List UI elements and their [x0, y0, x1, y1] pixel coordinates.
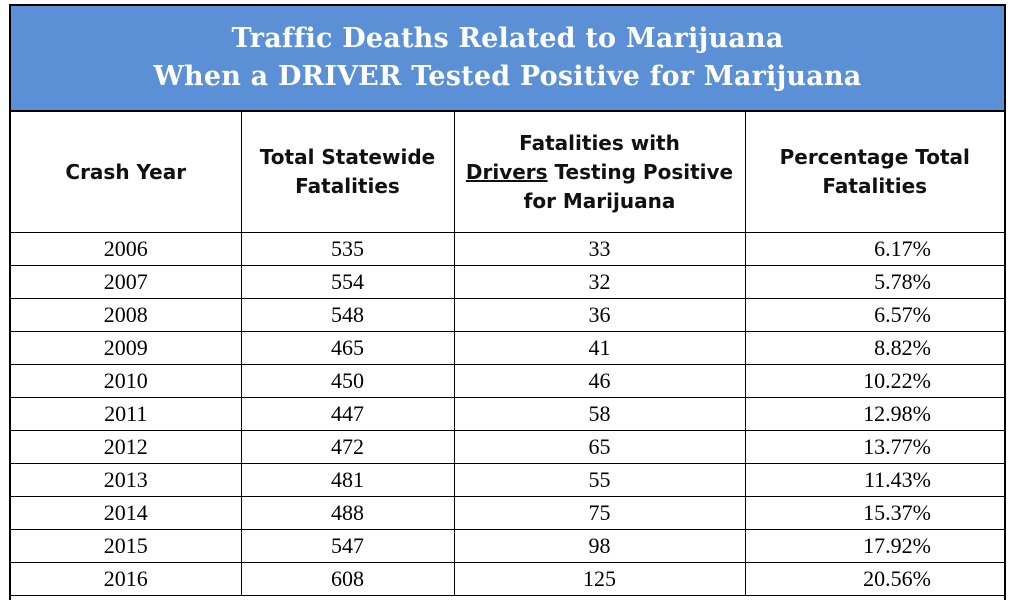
cell-year: 2008: [11, 298, 242, 332]
cell-positive: 41: [454, 331, 746, 365]
cell-positive: 125: [454, 562, 746, 596]
cell-year: 2009: [11, 331, 242, 365]
cell-positive: 98: [454, 529, 746, 563]
header-total-fatalities-line-1: Total Statewide: [259, 145, 436, 169]
cell-total: 465: [241, 331, 455, 365]
table-row: 2011 447 58 12.98%: [11, 397, 1004, 431]
table-frame: Traffic Deaths Related to Marijuana When…: [9, 4, 1006, 600]
cell-total: 450: [241, 364, 455, 398]
cell-positive: 33: [454, 232, 746, 266]
header-positive-line-1: Fatalities with: [519, 130, 680, 155]
table-row: 2015 547 98 17.92%: [11, 529, 1004, 563]
cell-percentage: 11.43%: [745, 463, 1004, 497]
cell-positive: 32: [454, 265, 746, 299]
cell-total: 535: [241, 232, 455, 266]
cell-year: 2015: [11, 529, 242, 563]
header-percentage: Percentage Total Fatalities: [745, 112, 1004, 233]
table-row: 2006 535 33 6.17%: [11, 232, 1004, 266]
header-total-fatalities: Total Statewide Fatalities: [241, 112, 455, 233]
cell-positive: 46: [454, 364, 746, 398]
header-crash-year-label: Crash Year: [65, 159, 187, 184]
header-percentage-line-2: Fatalities: [822, 174, 928, 198]
header-percentage-line-1: Percentage Total: [779, 145, 970, 169]
cell-positive: 55: [454, 463, 746, 497]
cell-year: 2011: [11, 397, 242, 431]
header-total-fatalities-line-2: Fatalities: [295, 174, 400, 198]
fatalities-table: Crash Year Total Statewide Fatalities Fa…: [11, 112, 1004, 596]
header-positive-drivers-word: Drivers: [465, 159, 548, 184]
cell-total: 481: [241, 463, 455, 497]
cell-percentage: 8.82%: [745, 331, 1004, 365]
cell-positive: 58: [454, 397, 746, 431]
table-row: 2012 472 65 13.77%: [11, 430, 1004, 464]
header-positive-line-2: Testing Positive: [547, 159, 734, 184]
table-row: 2013 481 55 11.43%: [11, 463, 1004, 497]
cell-percentage: 13.77%: [745, 430, 1004, 464]
cell-total: 488: [241, 496, 455, 530]
cell-total: 447: [241, 397, 455, 431]
header-crash-year: Crash Year: [11, 112, 242, 233]
table-row: 2007 554 32 5.78%: [11, 265, 1004, 299]
table-row: 2010 450 46 10.22%: [11, 364, 1004, 398]
cell-total: 608: [241, 562, 455, 596]
cell-percentage: 5.78%: [745, 265, 1004, 299]
cell-positive: 36: [454, 298, 746, 332]
cell-percentage: 6.57%: [745, 298, 1004, 332]
cell-year: 2014: [11, 496, 242, 530]
cell-year: 2013: [11, 463, 242, 497]
cell-percentage: 20.56%: [745, 562, 1004, 596]
table-row: 2014 488 75 15.37%: [11, 496, 1004, 530]
header-positive-drivers: Fatalities with Drivers Testing Positive…: [454, 112, 746, 233]
header-positive-line-3: for Marijuana: [523, 188, 676, 213]
table-row: 2016 608 125 20.56%: [11, 562, 1004, 596]
cell-total: 548: [241, 298, 455, 332]
table-title-line-2: When a DRIVER Tested Positive for Mariju…: [153, 61, 862, 92]
table-title-banner: Traffic Deaths Related to Marijuana When…: [11, 6, 1004, 112]
cell-percentage: 10.22%: [745, 364, 1004, 398]
table-row: 2009 465 41 8.82%: [11, 331, 1004, 365]
cell-total: 472: [241, 430, 455, 464]
cell-total: 554: [241, 265, 455, 299]
table-title-line-1: Traffic Deaths Related to Marijuana: [231, 23, 784, 54]
cell-year: 2007: [11, 265, 242, 299]
header-row: Crash Year Total Statewide Fatalities Fa…: [11, 112, 1004, 233]
cell-year: 2016: [11, 562, 242, 596]
table-row: 2008 548 36 6.57%: [11, 298, 1004, 332]
cell-percentage: 12.98%: [745, 397, 1004, 431]
cell-year: 2012: [11, 430, 242, 464]
cell-total: 547: [241, 529, 455, 563]
cell-percentage: 6.17%: [745, 232, 1004, 266]
cell-positive: 65: [454, 430, 746, 464]
cell-percentage: 17.92%: [745, 529, 1004, 563]
cell-percentage: 15.37%: [745, 496, 1004, 530]
cell-year: 2010: [11, 364, 242, 398]
cell-positive: 75: [454, 496, 746, 530]
cell-year: 2006: [11, 232, 242, 266]
